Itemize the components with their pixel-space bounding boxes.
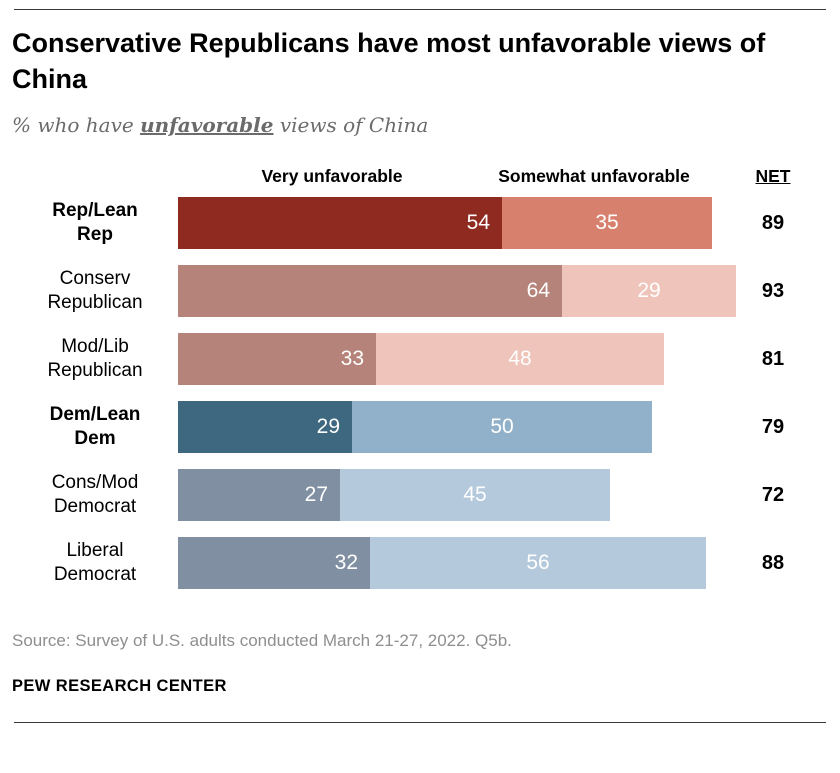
value-label-very: 29 bbox=[316, 415, 340, 439]
brand-footer: PEW RESEARCH CENTER bbox=[12, 677, 227, 696]
chart-row: Dem/Lean Dem 29 50 79 bbox=[12, 401, 828, 454]
row-label: Mod/Lib Republican bbox=[47, 336, 143, 382]
value-label-very: 64 bbox=[526, 279, 550, 303]
chart-subtitle: % who have unfavorable views of China bbox=[12, 113, 828, 137]
value-label-somewhat: 56 bbox=[526, 551, 550, 575]
top-divider bbox=[14, 9, 826, 10]
value-label-very: 54 bbox=[466, 211, 490, 235]
segment-very-unfavorable: 64 bbox=[178, 265, 562, 318]
stacked-bar: 29 50 bbox=[178, 401, 738, 454]
bar-canvas: 33 48 bbox=[178, 333, 738, 386]
segment-very-unfavorable: 32 bbox=[178, 537, 370, 590]
stacked-bar: 27 45 bbox=[178, 469, 738, 522]
net-value: 79 bbox=[761, 415, 785, 438]
subtitle-emphasis: unfavorable bbox=[140, 113, 274, 138]
series-header-area: Very unfavorable Somewhat unfavorable bbox=[178, 163, 738, 189]
value-label-somewhat: 50 bbox=[490, 415, 514, 439]
net-value: 81 bbox=[761, 347, 785, 370]
value-label-very: 27 bbox=[304, 483, 328, 507]
bar-canvas: 54 35 bbox=[178, 197, 738, 250]
source-note: Source: Survey of U.S. adults conducted … bbox=[12, 631, 512, 651]
value-label-somewhat: 29 bbox=[637, 279, 661, 303]
segment-somewhat-unfavorable: 45 bbox=[340, 469, 610, 522]
value-label-somewhat: 45 bbox=[463, 483, 487, 507]
segment-very-unfavorable: 54 bbox=[178, 197, 502, 250]
net-value: 72 bbox=[761, 483, 785, 506]
subtitle-prefix: % who have bbox=[12, 113, 141, 138]
segment-very-unfavorable: 33 bbox=[178, 333, 376, 386]
bar-canvas: 32 56 bbox=[178, 537, 738, 590]
value-label-somewhat: 35 bbox=[595, 211, 619, 235]
stacked-bar: 54 35 bbox=[178, 197, 738, 250]
row-label: Rep/Lean Rep bbox=[52, 200, 138, 246]
series-label-very-unfavorable: Very unfavorable bbox=[261, 166, 403, 187]
segment-somewhat-unfavorable: 50 bbox=[352, 401, 652, 454]
stacked-bar: 64 29 bbox=[178, 265, 738, 318]
row-label: Cons/Mod Democrat bbox=[51, 472, 139, 518]
segment-somewhat-unfavorable: 29 bbox=[562, 265, 736, 318]
bottom-divider bbox=[14, 722, 826, 724]
subtitle-suffix: views of China bbox=[273, 113, 429, 138]
net-value: 93 bbox=[761, 279, 785, 302]
bar-canvas: 64 29 bbox=[178, 265, 738, 318]
chart-row: Liberal Democrat 32 56 88 bbox=[12, 537, 828, 590]
chart-row: Mod/Lib Republican 33 48 81 bbox=[12, 333, 828, 386]
value-label-very: 32 bbox=[334, 551, 358, 575]
bar-canvas: 29 50 bbox=[178, 401, 738, 454]
series-label-somewhat-unfavorable: Somewhat unfavorable bbox=[498, 166, 690, 187]
net-value: 89 bbox=[761, 211, 785, 234]
stacked-bar-chart: Very unfavorable Somewhat unfavorable NE… bbox=[12, 163, 828, 590]
page-title: Conservative Republicans have most unfav… bbox=[12, 28, 766, 94]
segment-somewhat-unfavorable: 56 bbox=[370, 537, 706, 590]
row-label: Conserv Republican bbox=[47, 268, 143, 314]
chart-legend-header: Very unfavorable Somewhat unfavorable NE… bbox=[12, 163, 828, 189]
segment-somewhat-unfavorable: 48 bbox=[376, 333, 664, 386]
report-card: Conservative Republicans have most unfav… bbox=[0, 9, 840, 724]
chart-rows: Rep/Lean Rep 54 35 89 Conserv Republican 64 29 93… bbox=[12, 197, 828, 590]
segment-very-unfavorable: 27 bbox=[178, 469, 340, 522]
bar-canvas: 27 45 bbox=[178, 469, 738, 522]
chart-row: Cons/Mod Democrat 27 45 72 bbox=[12, 469, 828, 522]
stacked-bar: 33 48 bbox=[178, 333, 738, 386]
chart-row: Rep/Lean Rep 54 35 89 bbox=[12, 197, 828, 250]
chart-row: Conserv Republican 64 29 93 bbox=[12, 265, 828, 318]
stacked-bar: 32 56 bbox=[178, 537, 738, 590]
segment-somewhat-unfavorable: 35 bbox=[502, 197, 712, 250]
row-label: Dem/Lean Dem bbox=[49, 404, 141, 450]
value-label-very: 33 bbox=[340, 347, 364, 371]
row-label: Liberal Democrat bbox=[53, 540, 137, 586]
net-value: 88 bbox=[761, 551, 785, 574]
net-column-header: NET bbox=[755, 166, 791, 187]
segment-very-unfavorable: 29 bbox=[178, 401, 352, 454]
value-label-somewhat: 48 bbox=[508, 347, 532, 371]
